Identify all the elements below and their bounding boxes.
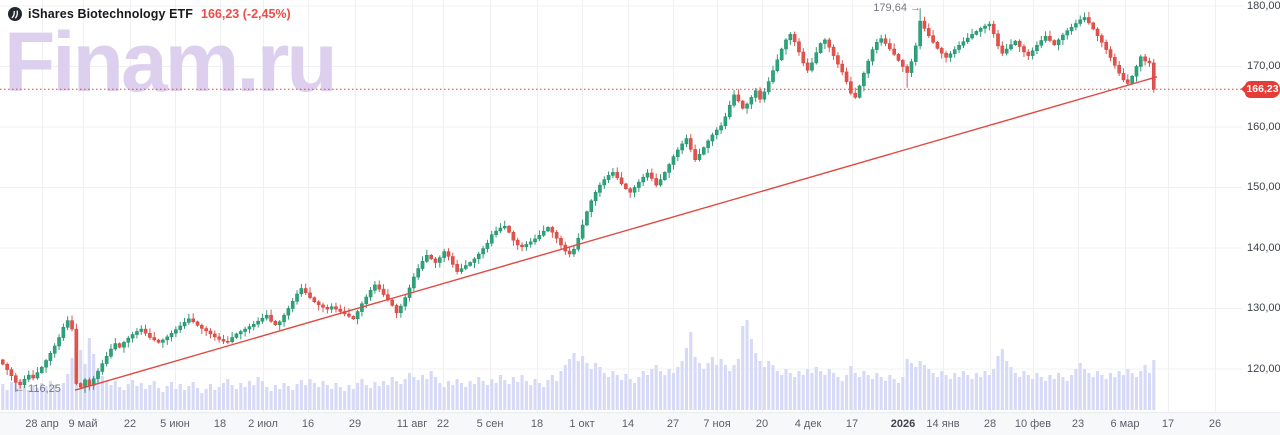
time-tick-label: 28 апр (25, 418, 59, 430)
price-tick-label: 120,00 (1247, 362, 1280, 375)
time-tick-label: 5 сен (476, 418, 504, 430)
volume-bars (1, 320, 1156, 410)
time-tick-label: 2026 (890, 418, 916, 430)
time-tick-label: 26 (1208, 418, 1222, 430)
time-tick-label: 9 май (68, 418, 98, 430)
gridlines (0, 0, 1242, 412)
last-price-badge-value: 166,23 (1246, 83, 1279, 96)
time-tick-label: 29 (348, 418, 362, 430)
chart-header: iShares Biotechnology ETF 166,23 (-2,45%… (8, 7, 291, 21)
time-tick-label: 17 (845, 418, 859, 430)
time-tick-label: 10 фев (1014, 418, 1052, 430)
change-percent: (-2,45%) (242, 7, 291, 21)
trendline[interactable] (74, 76, 1158, 391)
time-tick-label: 27 (666, 418, 680, 430)
time-tick-label: 11 авг (396, 418, 428, 430)
time-tick-label: 14 янв (926, 418, 960, 430)
price-tick-label: 170,00 (1247, 60, 1280, 72)
price-tick-label: 160,00 (1247, 120, 1280, 133)
time-axis[interactable]: 28 апр 9 май 22 5 июн 18 2 июл 16 29 11 авг 22 5 с… (0, 412, 1280, 435)
time-tick-label: 22 (436, 418, 450, 430)
time-tick-label: 6 мар (1110, 418, 1140, 430)
last-price-badge: 166,23 (1245, 80, 1280, 98)
candles (1, 8, 1156, 393)
high-price-annotation: 179,64 → (873, 2, 921, 15)
time-tick-label: 7 ноя (703, 418, 731, 430)
time-tick-label: 28 (983, 418, 997, 430)
last-price-and-change: 166,23 (-2,45%) (201, 7, 291, 21)
time-tick-label: 1 окт (569, 418, 595, 430)
price-tick-label: 140,00 (1247, 241, 1280, 254)
time-tick-label: 23 (1071, 418, 1085, 430)
last-price: 166,23 (201, 7, 240, 21)
time-tick-label: 18 (530, 418, 544, 430)
finam-watermark: Finam.ru (4, 15, 335, 109)
ishares-logo-icon (8, 7, 22, 21)
time-tick-label: 20 (755, 418, 769, 430)
time-tick-label: 17 (1161, 418, 1175, 430)
time-tick-label: 4 дек (794, 418, 822, 430)
time-tick-label: 5 июн (160, 418, 190, 430)
time-tick-label: 14 (621, 418, 635, 430)
price-tick-label: 130,00 (1247, 302, 1280, 314)
time-tick-label: 16 (301, 418, 315, 430)
price-tick-label: 150,00 (1247, 181, 1280, 193)
time-tick-label: 22 (123, 418, 137, 430)
price-tick-label: 180,00 (1247, 0, 1280, 12)
time-tick-label: 2 июл (248, 418, 278, 430)
candlestick-chart[interactable]: Finam.ru (0, 0, 1280, 412)
instrument-name: iShares Biotechnology ETF (28, 7, 194, 21)
time-tick-label: 18 (213, 418, 227, 430)
low-price-annotation: ← 116,25 (14, 382, 61, 395)
